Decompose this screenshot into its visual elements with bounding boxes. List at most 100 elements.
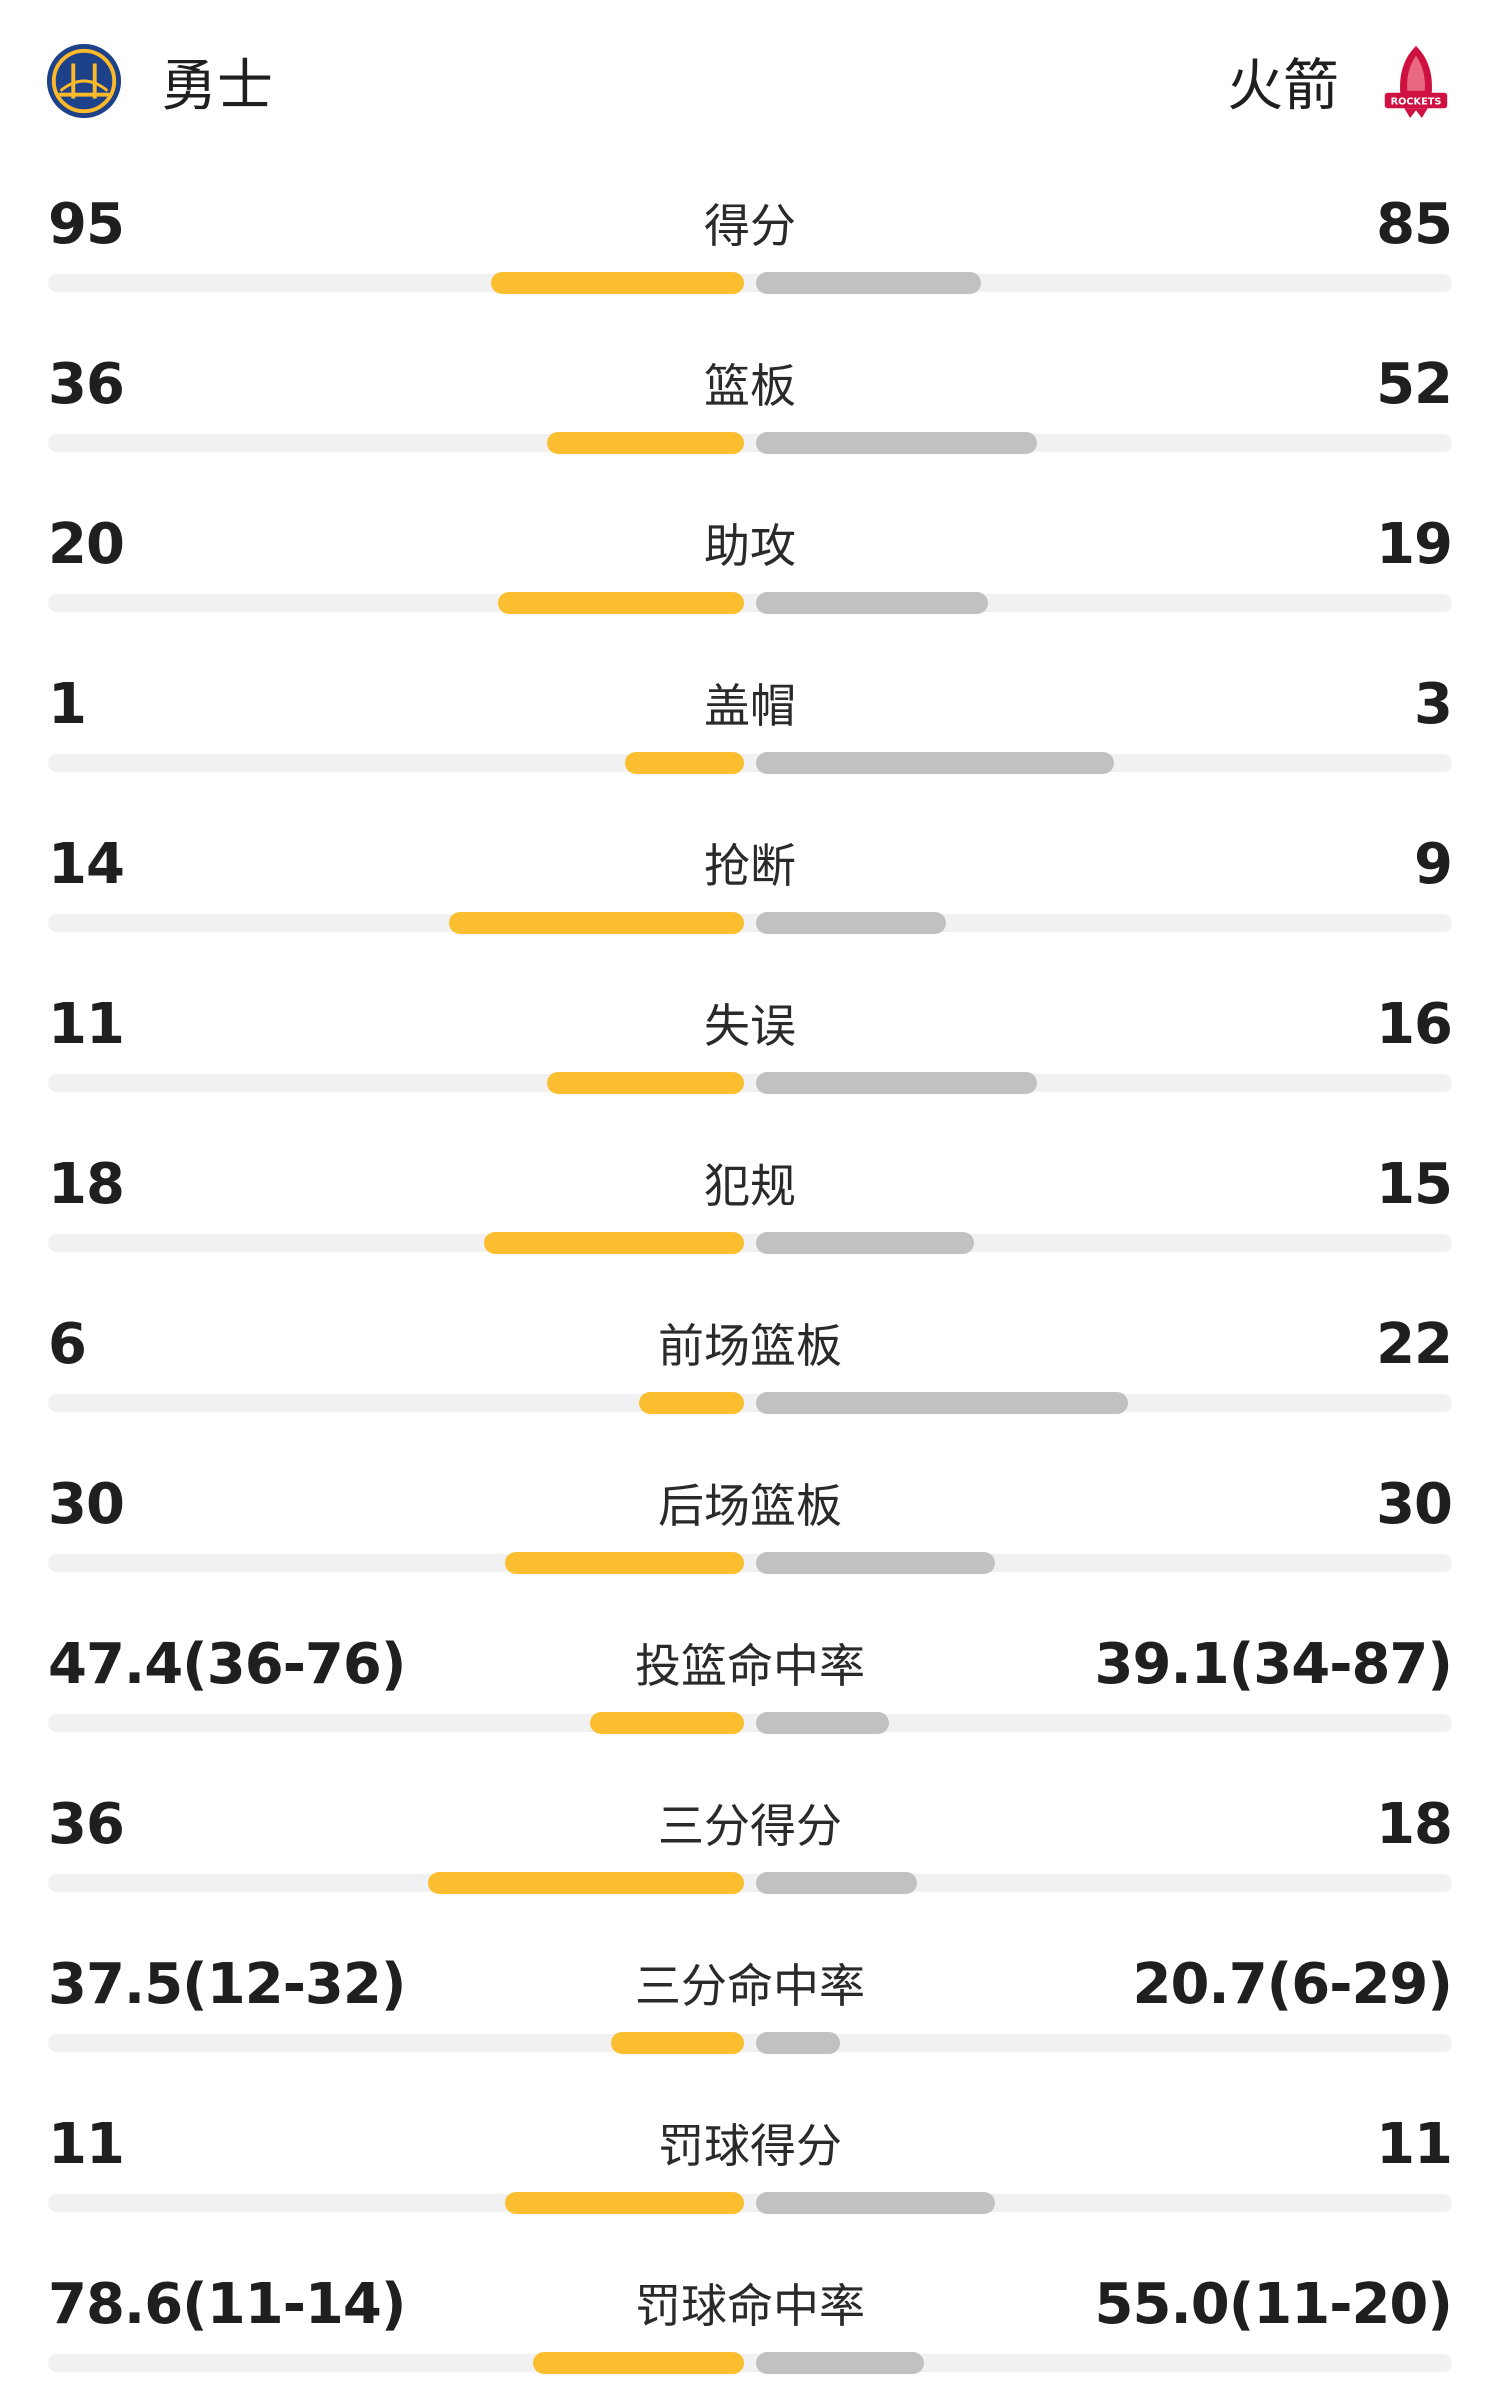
stat-bar-track [48,1394,1452,1412]
home-stat-bar [547,1072,744,1094]
rockets-logo-text: ROCKETS [1391,96,1442,107]
home-stat-value: 6 [48,1312,87,1377]
match-header: 勇士 火箭 ROCKETS [0,0,1500,160]
stat-bar-track [48,2194,1452,2212]
away-stat-value: 9 [1414,832,1453,897]
away-stat-bar [756,2192,995,2214]
home-stat-bar [547,432,744,454]
stat-row: 36 篮板 52 [0,320,1500,480]
away-stat-value: 85 [1376,192,1453,257]
stat-label: 抢断 [704,839,796,893]
stat-label: 后场篮板 [658,1479,842,1533]
stat-row: 20 助攻 19 [0,480,1500,640]
away-team[interactable]: 火箭 ROCKETS [1227,36,1455,126]
stat-bar-track [48,274,1452,292]
away-team-name: 火箭 [1227,53,1339,119]
home-stat-value: 18 [48,1152,125,1217]
away-stat-value: 15 [1376,1152,1453,1217]
stat-label: 得分 [704,199,796,253]
stat-bar-track [48,1554,1452,1572]
stat-label: 投篮命中率 [635,1639,865,1693]
home-stat-value: 95 [48,192,125,257]
away-stat-bar [756,592,988,614]
away-stat-value: 11 [1376,2112,1453,2177]
stat-label: 三分得分 [658,1799,842,1853]
home-stat-value: 11 [48,2112,125,2177]
away-stat-bar [756,1552,995,1574]
home-stat-value: 36 [48,352,125,417]
stat-label: 罚球命中率 [635,2279,865,2333]
warriors-logo-icon [46,43,122,119]
stat-label: 失误 [704,999,796,1053]
stat-row: 11 罚球得分 11 [0,2080,1500,2240]
stat-bar-track [48,1234,1452,1252]
away-stat-bar [756,752,1114,774]
home-stat-bar [498,592,744,614]
home-stat-value: 78.6(11-14) [48,2272,406,2337]
stat-row: 18 犯规 15 [0,1120,1500,1280]
stat-bar-track [48,1714,1452,1732]
stat-row: 30 后场篮板 30 [0,1440,1500,1600]
home-stat-value: 14 [48,832,125,897]
home-stat-value: 47.4(36-76) [48,1632,406,1697]
stat-row: 14 抢断 9 [0,800,1500,960]
away-stat-bar [756,1392,1128,1414]
stat-row: 1 盖帽 3 [0,640,1500,800]
away-stat-bar [756,2352,924,2374]
stat-label: 篮板 [704,359,796,413]
home-stat-bar [428,1872,744,1894]
home-stat-value: 37.5(12-32) [48,1952,406,2017]
away-stat-value: 30 [1376,1472,1453,1537]
home-stat-bar [505,2192,744,2214]
home-stat-bar [484,1232,744,1254]
away-stat-bar [756,912,946,934]
away-stat-bar [756,1872,917,1894]
away-stat-value: 19 [1376,512,1453,577]
rockets-logo-icon: ROCKETS [1384,45,1448,119]
stat-row: 6 前场篮板 22 [0,1280,1500,1440]
stat-label: 犯规 [704,1159,796,1213]
stat-row: 78.6(11-14) 罚球命中率 55.0(11-20) [0,2240,1500,2400]
stat-row: 95 得分 85 [0,160,1500,320]
away-stat-value: 22 [1376,1312,1453,1377]
home-stat-value: 30 [48,1472,125,1537]
away-stat-bar [756,1712,889,1734]
stat-label: 三分命中率 [635,1959,865,2013]
home-stat-bar [491,272,744,294]
stat-row: 11 失误 16 [0,960,1500,1120]
home-stat-bar [505,1552,744,1574]
home-stat-bar [533,2352,744,2374]
away-stat-value: 52 [1376,352,1453,417]
stat-bar-track [48,914,1452,932]
away-stat-bar [756,1232,974,1254]
away-stat-bar [756,1072,1037,1094]
away-stat-value: 39.1(34-87) [1094,1632,1453,1697]
stat-label: 盖帽 [704,679,796,733]
home-team[interactable]: 勇士 [45,36,273,126]
stat-bar-track [48,754,1452,772]
away-stat-bar [756,272,981,294]
stat-bar-track [48,2034,1452,2052]
stat-bar-track [48,594,1452,612]
stats-list: 95 得分 85 36 篮板 52 20 助攻 19 1 盖帽 3 14 抢断 9 11 失误 16 18 犯规 15 6… [0,160,1500,2400]
stat-label: 助攻 [704,519,796,573]
stat-bar-track [48,1074,1452,1092]
stat-row: 47.4(36-76) 投篮命中率 39.1(34-87) [0,1600,1500,1760]
away-stat-value: 3 [1414,672,1453,737]
stat-label: 前场篮板 [658,1319,842,1373]
away-stat-bar [756,432,1037,454]
stat-bar-track [48,1874,1452,1892]
stat-row: 36 三分得分 18 [0,1760,1500,1920]
home-team-name: 勇士 [161,53,273,119]
home-stat-bar [639,1392,744,1414]
away-stat-value: 16 [1376,992,1453,1057]
home-stat-bar [611,2032,744,2054]
home-stat-value: 1 [48,672,87,737]
stat-row: 37.5(12-32) 三分命中率 20.7(6-29) [0,1920,1500,2080]
stat-bar-track [48,434,1452,452]
home-stat-bar [449,912,744,934]
away-stat-value: 20.7(6-29) [1132,1952,1453,2017]
stat-bar-track [48,2354,1452,2372]
home-stat-bar [625,752,744,774]
home-stat-bar [590,1712,744,1734]
